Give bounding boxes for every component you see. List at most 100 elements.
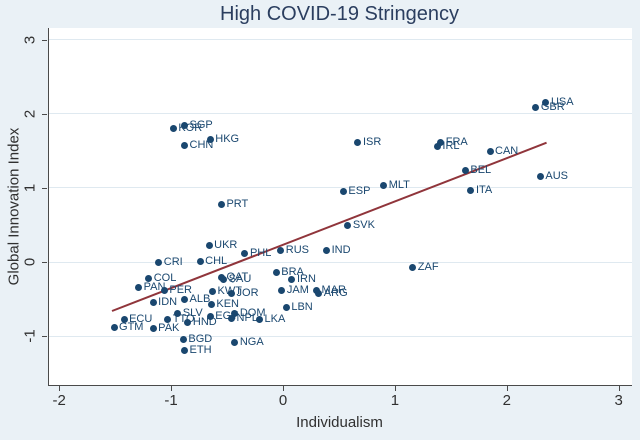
- point-label: ISR: [362, 136, 382, 149]
- data-point: [135, 284, 143, 292]
- data-point: [277, 246, 285, 254]
- data-point: [207, 300, 215, 308]
- point-label: SAU: [228, 272, 252, 285]
- data-point: [181, 142, 189, 150]
- data-point: [181, 295, 189, 303]
- point-label: NGA: [239, 335, 264, 348]
- point-label: IRL: [442, 140, 460, 152]
- data-point: [542, 99, 550, 107]
- point-label: JAM: [286, 283, 309, 296]
- data-point: [231, 309, 239, 317]
- point-label: ITA: [475, 184, 493, 197]
- data-point: [241, 249, 249, 257]
- point-label: IND: [331, 244, 351, 257]
- point-label: IRN: [296, 272, 316, 285]
- data-point: [461, 166, 469, 174]
- point-label: CAN: [495, 145, 519, 158]
- data-point: [278, 286, 286, 294]
- x-tick-mark: [282, 386, 284, 391]
- data-point: [196, 257, 204, 265]
- point-label: PAN: [143, 281, 166, 294]
- x-tick-mark: [618, 386, 620, 391]
- point-label: ARG: [323, 286, 348, 299]
- point-label: BGD: [188, 332, 213, 345]
- data-point: [149, 298, 157, 306]
- y-tick-label: 1: [21, 183, 39, 193]
- data-point: [181, 121, 189, 129]
- x-tick-label: -2: [52, 392, 66, 409]
- data-point: [169, 125, 177, 133]
- data-point: [536, 172, 544, 180]
- point-label: LKA: [264, 312, 286, 325]
- y-gridline: [49, 39, 632, 41]
- point-label: CRI: [163, 255, 183, 268]
- data-point: [208, 288, 216, 296]
- point-label: SLV: [182, 307, 203, 320]
- point-label: BEL: [470, 163, 492, 176]
- point-label: LBN: [291, 301, 313, 314]
- data-point: [206, 313, 214, 321]
- data-point: [437, 138, 445, 146]
- point-label: PER: [169, 283, 192, 296]
- data-point: [231, 338, 239, 346]
- data-point: [323, 247, 331, 255]
- point-label: IDN: [158, 295, 178, 308]
- point-label: CHL: [205, 254, 228, 267]
- data-point: [339, 188, 347, 196]
- y-gridline: [49, 335, 632, 337]
- data-point: [160, 286, 168, 294]
- data-point: [220, 275, 228, 283]
- point-label: KEN: [216, 297, 239, 310]
- data-point: [344, 222, 352, 230]
- y-tick-label: 2: [21, 109, 39, 119]
- x-tick-mark: [506, 386, 508, 391]
- plot-area: [48, 28, 632, 386]
- point-label: NPL: [236, 311, 258, 324]
- data-point: [354, 139, 362, 147]
- point-label: JOR: [236, 287, 259, 300]
- y-tick-mark: [42, 187, 47, 189]
- y-gridline: [49, 113, 632, 115]
- data-point: [282, 304, 290, 312]
- data-point: [409, 264, 417, 272]
- point-label: SVK: [352, 219, 375, 232]
- point-label: TTO: [172, 313, 195, 326]
- data-point: [228, 290, 236, 298]
- point-label: FRA: [445, 135, 468, 148]
- data-point: [181, 347, 189, 355]
- data-point: [272, 268, 280, 276]
- x-tick-label: -1: [164, 392, 178, 409]
- x-tick-mark: [59, 386, 61, 391]
- y-gridline: [49, 187, 632, 189]
- point-label: KOR: [178, 122, 203, 135]
- point-label: MAR: [321, 283, 346, 296]
- data-point: [255, 315, 263, 323]
- point-label: PAK: [158, 322, 180, 335]
- point-label: ETH: [189, 344, 212, 357]
- point-label: ECU: [129, 312, 153, 325]
- y-tick-label: -1: [21, 329, 39, 343]
- point-label: AUS: [545, 169, 568, 182]
- data-point: [532, 104, 540, 112]
- data-point: [433, 143, 441, 150]
- point-label: GTM: [119, 321, 144, 334]
- point-label: BRA: [281, 265, 304, 278]
- data-point: [164, 316, 172, 324]
- chart-title: High COVID-19 Stringency: [220, 3, 459, 25]
- y-gridline: [49, 261, 632, 263]
- data-point: [120, 315, 128, 323]
- data-point: [149, 325, 157, 333]
- data-point: [315, 289, 323, 297]
- point-label: RUS: [285, 243, 309, 256]
- x-tick-label: 2: [502, 392, 511, 409]
- x-tick-label: 0: [278, 392, 288, 409]
- point-label: GBR: [540, 101, 565, 114]
- y-axis-title: Global Innovation Index: [5, 127, 23, 286]
- data-point: [205, 241, 213, 249]
- x-tick-mark: [394, 386, 396, 391]
- y-tick-label: 0: [21, 257, 39, 267]
- y-tick-label: 3: [21, 35, 39, 45]
- point-label: MLT: [388, 179, 410, 192]
- point-label: HKG: [215, 133, 240, 146]
